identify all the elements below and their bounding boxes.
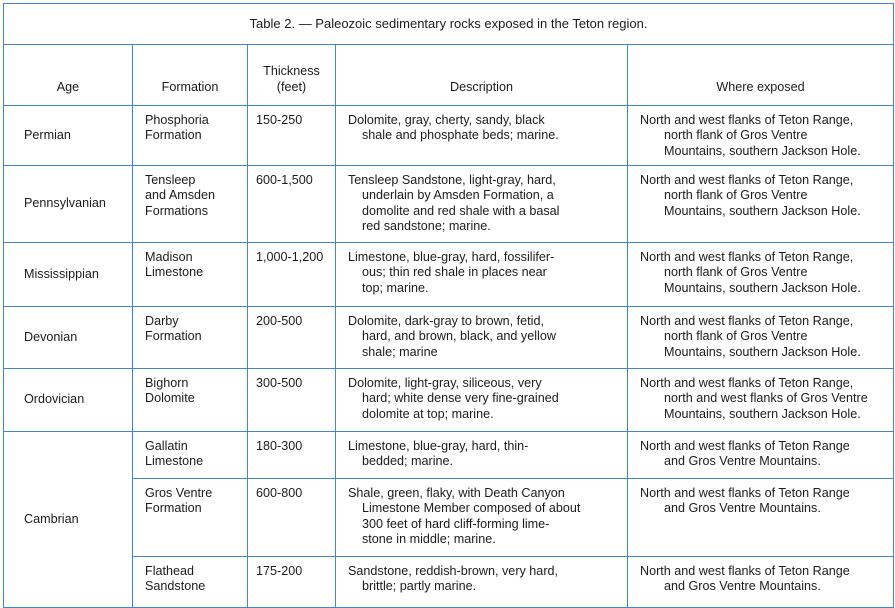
formation-cell: Phosphoria Formation — [132, 105, 248, 166]
description-cell: Tensleep Sandstone, light-gray, hard, un… — [335, 165, 628, 243]
thickness-cell: 600-1,500 — [247, 165, 336, 243]
description-cell: Limestone, blue-gray, hard, fossilifer- … — [335, 242, 628, 307]
header-where: Where exposed — [626, 44, 895, 106]
thickness-cell: 600-800 — [247, 478, 336, 557]
description-cell: Dolomite, dark-gray to brown, fetid, har… — [335, 306, 628, 369]
formation-cell: Tensleep and Amsden Formations — [132, 165, 248, 243]
age-cell: Mississippian — [3, 242, 133, 307]
formation-cell: Flathead Sandstone — [132, 556, 248, 608]
thickness-cell: 180-300 — [247, 431, 336, 479]
age-cell: Permian — [3, 105, 133, 166]
description-cell: Sandstone, reddish-brown, very hard, bri… — [335, 556, 628, 608]
table-row: Cambrian Gallatin Limestone 180-300 Lime… — [3, 431, 895, 608]
age-cell: Devonian — [3, 306, 133, 369]
where-cell: North and west flanks of Teton Range and… — [626, 431, 895, 479]
table-row: Devonian Darby Formation 200-500 Dolomit… — [3, 306, 895, 369]
thickness-cell: 200-500 — [247, 306, 336, 369]
table-row: Gros Ventre Formation 600-800 Shale, gre… — [4, 478, 895, 557]
where-cell: North and west flanks of Teton Range, no… — [626, 368, 895, 432]
description-cell: Limestone, blue-gray, hard, thin- bedded… — [335, 431, 628, 479]
table-row: Ordovician Bighorn Dolomite 300-500 Dolo… — [3, 368, 895, 432]
where-cell: North and west flanks of Teton Range and… — [626, 478, 895, 557]
thickness-cell: 300-500 — [247, 368, 336, 432]
formation-cell: Darby Formation — [132, 306, 248, 369]
table-title: Table 2. — Paleozoic sedimentary rocks e… — [2, 3, 895, 45]
table-row: Flathead Sandstone 175-200 Sandstone, re… — [4, 556, 895, 608]
thickness-cell: 150-250 — [247, 105, 336, 166]
where-cell: North and west flanks of Teton Range, no… — [626, 105, 895, 166]
description-cell: Dolomite, light-gray, siliceous, very ha… — [335, 368, 628, 432]
table-row: Mississippian Madison Limestone 1,000-1,… — [3, 242, 895, 307]
formation-cell: Bighorn Dolomite — [132, 368, 248, 432]
where-cell: North and west flanks of Teton Range, no… — [626, 165, 895, 243]
header-row: Age Formation Thickness (feet) Descripti… — [3, 44, 895, 106]
thickness-cell: 1,000-1,200 — [247, 242, 336, 307]
header-thickness: Thickness (feet) — [247, 44, 336, 106]
table-row: Pennsylvanian Tensleep and Amsden Format… — [3, 165, 895, 243]
age-cell: Pennsylvanian — [3, 165, 133, 243]
where-cell: North and west flanks of Teton Range, no… — [626, 242, 895, 307]
formation-cell: Gallatin Limestone — [132, 431, 248, 479]
header-formation: Formation — [132, 44, 248, 106]
rock-table: Table 2. — Paleozoic sedimentary rocks e… — [2, 3, 895, 608]
where-cell: North and west flanks of Teton Range, no… — [626, 306, 895, 369]
header-age: Age — [3, 44, 133, 106]
description-cell: Shale, green, flaky, with Death Canyon L… — [335, 478, 628, 557]
header-description: Description — [335, 44, 628, 106]
formation-cell: Madison Limestone — [132, 242, 248, 307]
description-cell: Dolomite, gray, cherty, sandy, black sha… — [335, 105, 628, 166]
formation-cell: Gros Ventre Formation — [132, 478, 248, 557]
table-row: Permian Phosphoria Formation 150-250 Dol… — [3, 105, 895, 166]
age-cell: Ordovician — [3, 368, 133, 432]
age-cell: Cambrian — [3, 431, 133, 608]
thickness-cell: 175-200 — [247, 556, 336, 608]
